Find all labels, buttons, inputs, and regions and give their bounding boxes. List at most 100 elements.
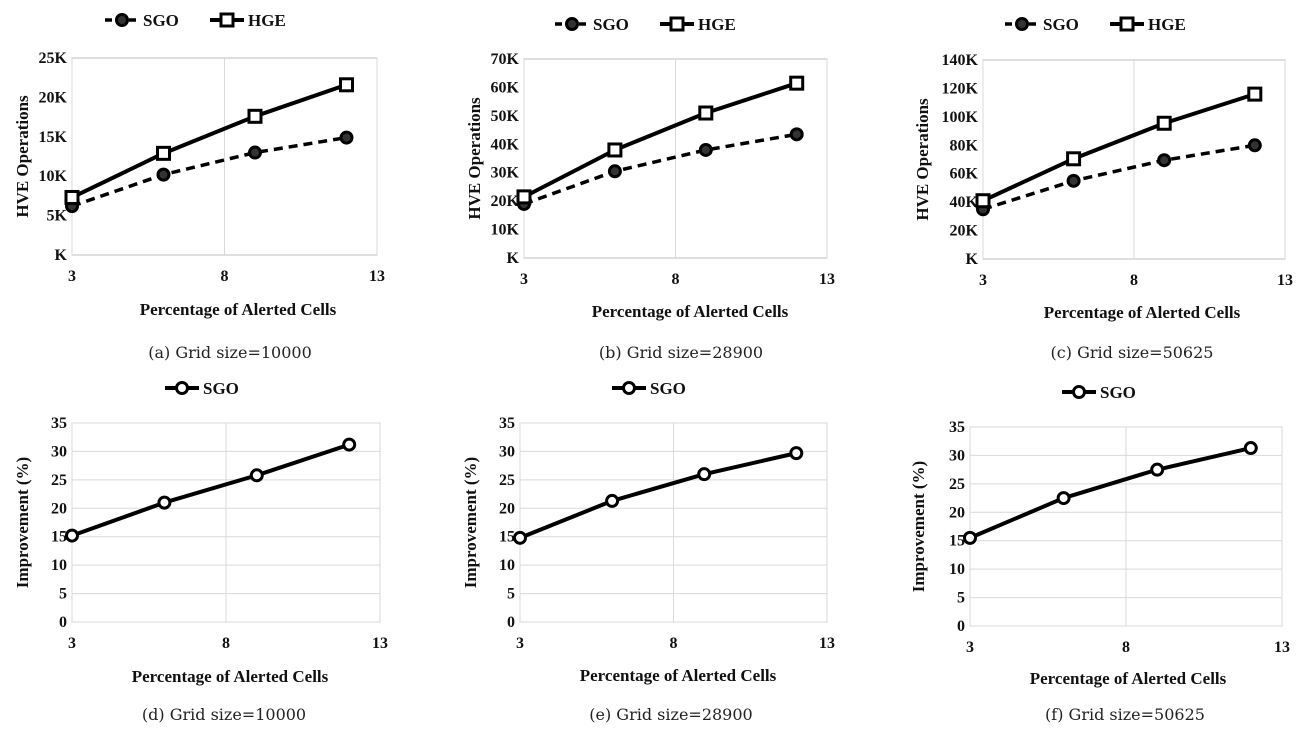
x-tick-label: 13 <box>819 635 835 652</box>
y-tick-label: 25 <box>499 472 515 489</box>
chart-panel-a: K 5K 10K 15K 20K 25K 3 8 13 Percentage of Alerted… <box>13 11 385 362</box>
y-tick-label: 50K <box>491 108 520 125</box>
data-point <box>607 164 622 179</box>
chart-caption: (b) Grid size=28900 <box>599 343 763 362</box>
y-tick-label: 40K <box>491 136 520 153</box>
y-tick-label: 15 <box>51 529 67 546</box>
legend-marker <box>565 17 579 31</box>
x-axis-label: Percentage of Alerted Cells <box>592 302 789 321</box>
legend-label: HGE <box>248 11 286 30</box>
series-sgo <box>517 127 804 211</box>
x-tick-label: 3 <box>979 272 987 289</box>
series-sgo <box>976 138 1262 217</box>
y-axis-label: HVE Operations <box>13 95 32 218</box>
legend-label: SGO <box>203 379 239 398</box>
y-tick-label: 140K <box>942 52 979 69</box>
data-point <box>607 142 623 158</box>
series-line <box>982 143 1256 211</box>
x-tick-label: 3 <box>516 635 524 652</box>
data-point <box>342 437 357 452</box>
y-tick-label: 80K <box>950 137 979 154</box>
y-tick-label: K <box>55 247 68 264</box>
x-tick-label: 3 <box>966 639 974 656</box>
data-point <box>1066 173 1081 188</box>
legend-marker <box>175 381 189 395</box>
data-point <box>157 495 172 510</box>
chart-panel-b: K 10K 20K 30K 40K 50K 60K 70K 3 8 13 Percentage of … <box>465 15 835 362</box>
y-tick-label: 15K <box>39 129 68 146</box>
legend-label: SGO <box>143 11 179 30</box>
x-tick-label: 13 <box>1277 272 1293 289</box>
x-tick-label: 8 <box>672 271 680 288</box>
y-tick-label: 20 <box>51 500 67 517</box>
y-axis-label: HVE Operations <box>913 98 932 221</box>
data-point <box>975 193 991 209</box>
y-tick-label: 25K <box>39 50 68 67</box>
y-tick-label: 35 <box>949 419 965 436</box>
y-tick-label: 40K <box>950 194 979 211</box>
data-point <box>339 77 354 93</box>
data-point <box>339 130 354 145</box>
y-tick-label: 10K <box>491 222 520 239</box>
data-point <box>1150 462 1165 477</box>
legend: SGO HGE <box>105 11 286 30</box>
y-axis-label: HVE Operations <box>465 97 484 220</box>
y-tick-label: 120K <box>942 80 979 97</box>
legend-label: SGO <box>1043 15 1079 34</box>
y-tick-label: K <box>966 251 979 268</box>
y-tick-label: 20K <box>39 89 68 106</box>
data-point <box>1056 491 1071 506</box>
legend: SGO HGE <box>1005 15 1186 34</box>
x-axis-label: Percentage of Alerted Cells <box>1030 669 1227 688</box>
y-tick-label: 25 <box>51 472 67 489</box>
data-point <box>697 467 712 482</box>
y-tick-label: 35 <box>499 415 515 432</box>
data-point <box>156 145 171 161</box>
data-point <box>605 493 620 508</box>
x-axis-label: Percentage of Alerted Cells <box>132 667 329 686</box>
y-tick-label: 20 <box>499 500 515 517</box>
y-tick-label: 25 <box>949 476 965 493</box>
x-tick-label: 8 <box>1122 639 1130 656</box>
chart-panel-f: 0 5 10 15 20 25 30 35 3 8 13 Percentage of Alerted … <box>909 383 1290 724</box>
legend-marker <box>1015 17 1029 31</box>
chart-caption: (e) Grid size=28900 <box>589 705 752 724</box>
legend-label: SGO <box>593 15 629 34</box>
series-sgo <box>963 441 1258 545</box>
x-tick-label: 8 <box>1130 272 1138 289</box>
data-point <box>1247 138 1262 153</box>
series-line <box>71 442 350 538</box>
series-line <box>519 451 797 540</box>
series-hge <box>975 86 1263 209</box>
data-point <box>247 108 263 124</box>
legend: SGO <box>612 379 686 398</box>
legend-marker <box>1119 16 1135 32</box>
x-tick-label: 13 <box>1274 639 1290 656</box>
series-line <box>969 446 1252 540</box>
data-point <box>156 167 171 182</box>
chart-caption: (c) Grid size=50625 <box>1051 343 1214 362</box>
x-axis-label: Percentage of Alerted Cells <box>580 666 777 685</box>
y-tick-label: K <box>507 250 520 267</box>
data-point <box>65 528 79 543</box>
y-tick-label: 15 <box>499 529 515 546</box>
data-point <box>1247 86 1263 102</box>
chart-panel-c: K 20K 40K 60K 80K 100K 120K 140K 3 8 13 Percentage … <box>913 15 1293 362</box>
data-point <box>789 446 804 461</box>
legend-label: SGO <box>650 379 686 398</box>
y-tick-label: 5 <box>957 590 965 607</box>
legend-marker <box>1072 385 1086 399</box>
legend-marker <box>115 13 129 27</box>
y-tick-label: 0 <box>957 618 965 635</box>
x-tick-label: 8 <box>222 635 230 652</box>
y-axis-label: Improvement (%) <box>13 457 32 588</box>
data-point <box>516 189 532 205</box>
data-point <box>963 530 977 545</box>
data-point <box>513 530 527 545</box>
legend-label: SGO <box>1100 383 1136 402</box>
x-tick-label: 13 <box>819 271 835 288</box>
x-axis-label: Percentage of Alerted Cells <box>1044 303 1241 322</box>
chart-panel-d: 0 5 10 15 20 25 30 35 3 8 13 Percentage of Alerted … <box>13 379 388 724</box>
series-line <box>71 82 348 200</box>
